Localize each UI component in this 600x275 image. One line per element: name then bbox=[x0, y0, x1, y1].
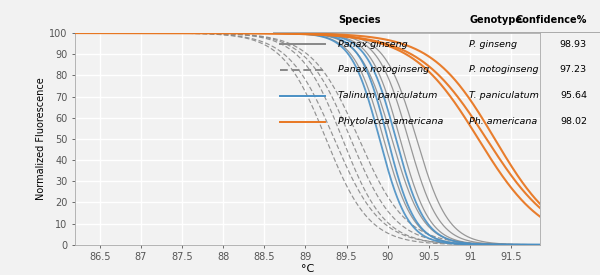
Text: 98.93: 98.93 bbox=[560, 40, 587, 49]
Text: Panax notoginseng: Panax notoginseng bbox=[338, 65, 430, 75]
Y-axis label: Normalized Fluorescence: Normalized Fluorescence bbox=[36, 78, 46, 200]
Text: Panax ginseng: Panax ginseng bbox=[338, 40, 408, 49]
Text: T. paniculatum: T. paniculatum bbox=[469, 91, 539, 100]
Text: Genotype: Genotype bbox=[469, 15, 522, 24]
Text: Ph. americana: Ph. americana bbox=[469, 117, 538, 126]
Text: Confidence%: Confidence% bbox=[515, 15, 587, 24]
X-axis label: °C: °C bbox=[301, 264, 314, 274]
Text: Talinum paniculatum: Talinum paniculatum bbox=[338, 91, 438, 100]
Text: 95.64: 95.64 bbox=[560, 91, 587, 100]
Text: Phytolacca americana: Phytolacca americana bbox=[338, 117, 444, 126]
Text: P. ginseng: P. ginseng bbox=[469, 40, 517, 49]
Text: Species: Species bbox=[338, 15, 381, 24]
Text: 98.02: 98.02 bbox=[560, 117, 587, 126]
Text: 97.23: 97.23 bbox=[560, 65, 587, 75]
Text: P. notoginseng: P. notoginseng bbox=[469, 65, 539, 75]
